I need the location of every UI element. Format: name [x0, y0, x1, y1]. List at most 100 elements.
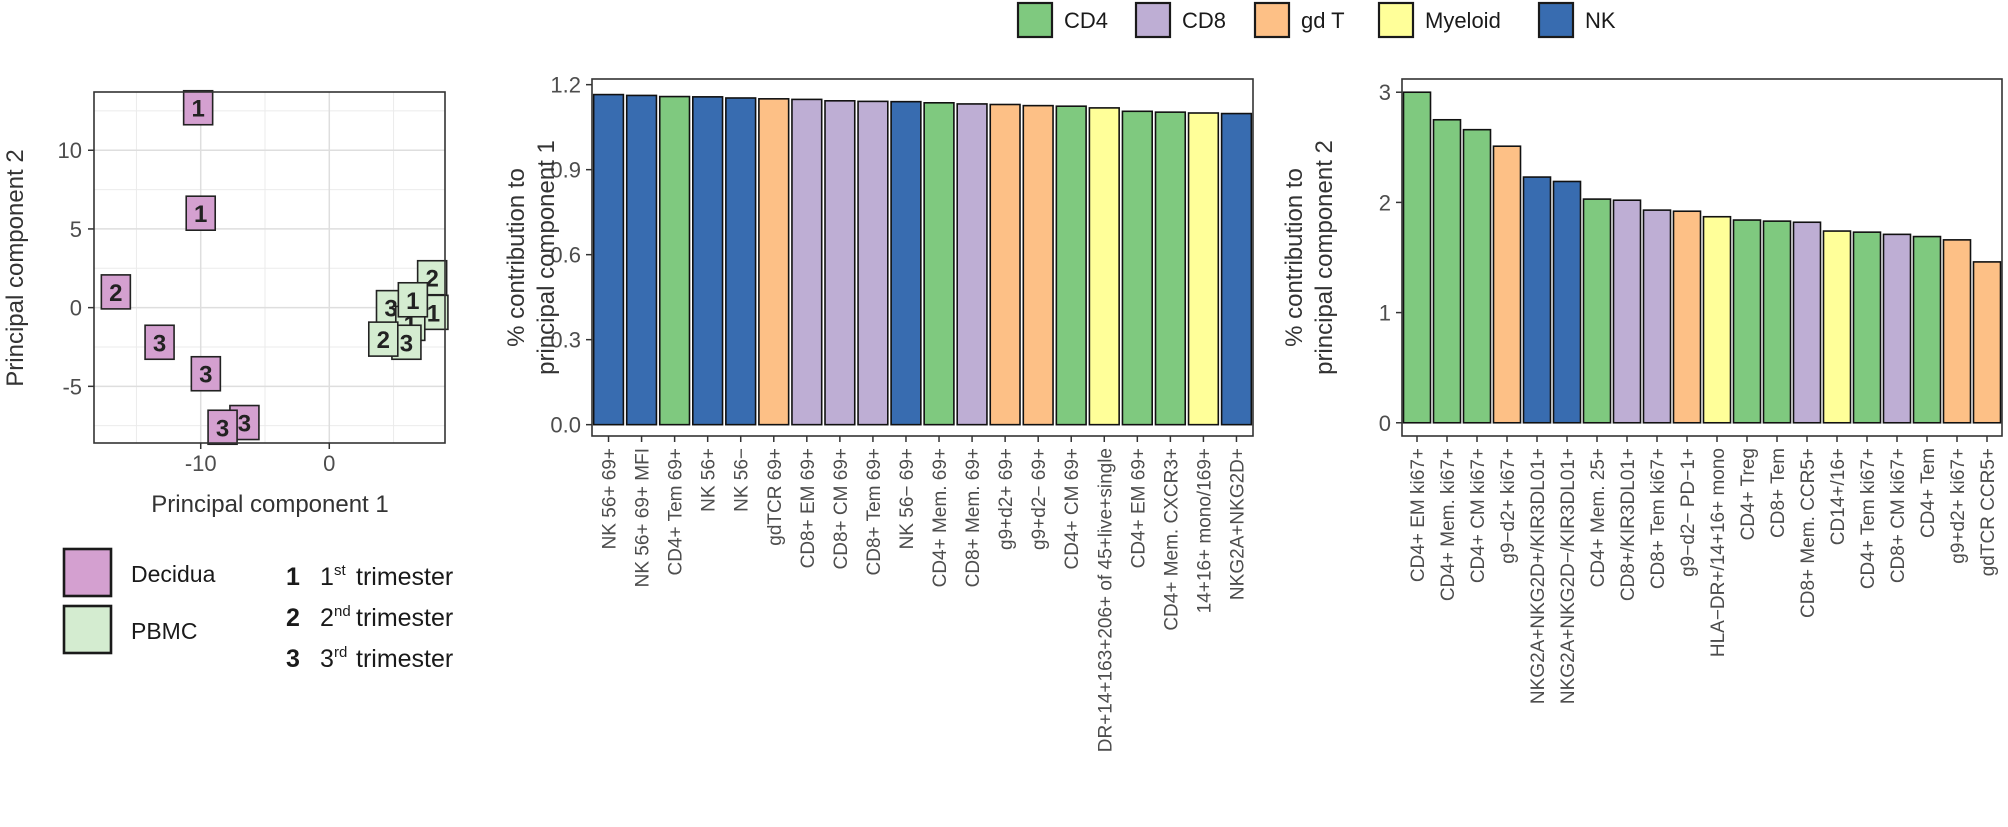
legend-label-myeloid: Myeloid [1425, 8, 1501, 33]
bar [1912, 235, 1942, 424]
bar [1121, 110, 1153, 426]
pca-point: 3 [207, 409, 238, 446]
pc1-bar-panel: NK 56+ 69+ NK 56+ 69+ MFI CD4+ Tem 69+ NK 5… [503, 73, 1254, 752]
pca-point-label: 2 [425, 266, 438, 293]
bar [625, 94, 658, 426]
pca-point-label: 2 [109, 280, 122, 307]
legend-trimester-text: trimester [356, 563, 453, 591]
bar-category-label: NKG2A+NKG2D+ [1227, 448, 1248, 600]
pca-x-tick-label: 0 [323, 451, 335, 476]
bar [725, 97, 757, 426]
bar-category-label: gdTCR 69+ [765, 448, 786, 546]
pca-y-axis-title: Principal component 2 [2, 149, 29, 386]
pca-point: 1 [182, 89, 214, 126]
bar-y-tick-label: 0.6 [550, 243, 581, 268]
bar [923, 102, 955, 426]
bar-category-label: g9+d2− 69+ [1029, 448, 1050, 550]
bar-y-tick-label: 0.0 [550, 413, 581, 438]
bar-y-tick-label: 2 [1379, 190, 1391, 215]
bar-category-label: g9−d2+ ki67+ [1498, 448, 1519, 564]
pca-point-label: 3 [384, 296, 397, 323]
bar [824, 100, 856, 426]
pca-y-tick-label: 5 [70, 217, 82, 242]
bar-category-label: g9+d2+ ki67+ [1948, 448, 1969, 564]
pca-point-label: 2 [377, 327, 390, 354]
bar-y-tick-label: 3 [1379, 80, 1391, 105]
pca-scatter-panel: 11233332131321 -10 0 -5 0 5 10 Principal comp… [2, 89, 449, 518]
bar [1972, 261, 2002, 424]
bar-category-label: NK 56+ 69+ MFI [633, 448, 654, 587]
bar [1552, 180, 1582, 424]
bar [1582, 198, 1612, 424]
pca-point-label: 3 [400, 330, 413, 357]
bar [1402, 91, 1432, 424]
pca-y-tick-label: 10 [58, 138, 82, 163]
bar-category-label: CD8+ EM 69+ [798, 448, 819, 568]
bar-y-tick-label: 0.9 [550, 158, 581, 183]
bar [1088, 107, 1120, 426]
legend-label-cd8: CD8 [1182, 8, 1226, 33]
bar [1612, 199, 1642, 424]
bar-category-label: CD8+ Tem [1768, 448, 1789, 538]
bar [1187, 112, 1220, 426]
bar-category-label: CD4+ Mem. 69+ [930, 448, 951, 587]
legend-label-gd-t: gd T [1301, 8, 1345, 33]
pca-point: 1 [185, 195, 217, 231]
bar [1732, 219, 1762, 424]
bar-y-axis-title-line1: % contribution to [503, 168, 530, 347]
bar [1220, 112, 1253, 426]
bar-category-label: CD4+ Tem ki67+ [1858, 448, 1879, 589]
pca-point-label: 3 [153, 330, 166, 357]
pca-point-box [185, 195, 217, 231]
bar [1702, 215, 1732, 424]
bar [1492, 145, 1522, 424]
bar [956, 103, 988, 426]
pca-point-label: 1 [406, 288, 419, 315]
bar-y-tick-label: 0.3 [550, 328, 581, 353]
bar-category-label: HLA−DR+/14+16+ mono [1708, 448, 1729, 657]
bar-category-label: NKG2A+NKG2D+/KIR3DL01+ [1528, 448, 1549, 704]
pca-point: 3 [190, 355, 222, 392]
bar-y-axis-title-line2: principal component 1 [533, 140, 560, 375]
bar [989, 103, 1021, 426]
bar-category-label: g9+d2+ 69+ [996, 448, 1017, 550]
bar-category-label: g9−d2− PD−1+ [1678, 448, 1699, 577]
bar [1822, 230, 1852, 424]
bar [1432, 118, 1462, 424]
legend-trimester-number: 2 [286, 604, 300, 632]
bar-category-label: CD14+/16+ [1828, 448, 1849, 545]
bar-panel-border [591, 78, 1254, 437]
legend-label-cd4: CD4 [1064, 8, 1108, 33]
pca-panel-background [94, 92, 445, 443]
bar-category-label: CD4+ CM 69+ [1062, 448, 1083, 569]
legend-trimester-number: 1 [286, 563, 300, 591]
bar-category-label: CD4+ CM ki67+ [1468, 448, 1489, 583]
pca-point-label: 1 [191, 96, 204, 123]
bar-category-label: NK 56− 69+ [897, 448, 918, 549]
pca-points: 11233332131321 [100, 89, 449, 446]
pca-x-axis-title: Principal component 1 [151, 491, 388, 518]
bar [592, 93, 625, 426]
bar-y-tick-label: 1.2 [550, 73, 581, 98]
bar [658, 95, 691, 426]
bar [857, 100, 889, 426]
pca-gridlines [94, 92, 445, 443]
bar-category-label: DR+14+163+206+ of 45+live+single [1095, 448, 1116, 752]
legend-trimester-text: trimester [356, 604, 453, 632]
pca-point-label: 1 [427, 300, 440, 327]
bar-category-label: NKG2A+NKG2D−/KIR3DL01+ [1558, 448, 1579, 704]
bar-category-label: CD4+ EM 69+ [1128, 448, 1149, 568]
bar [1522, 176, 1552, 424]
pca-point: 3 [144, 324, 175, 361]
legend-trimester-superscript: st [334, 562, 347, 579]
legend-trimester-superscript: nd [334, 603, 351, 620]
bar [1762, 220, 1792, 424]
bar-category-label: CD4+ Mem. CXCR3+ [1161, 448, 1182, 631]
pca-point-box [207, 409, 238, 446]
legend-swatch-decidua [62, 547, 113, 598]
cell-type-legend: CD4 CD8 gd T Myeloid NK [1016, 1, 1616, 39]
bar [1852, 231, 1882, 424]
bar-panel-border [1401, 78, 2003, 437]
